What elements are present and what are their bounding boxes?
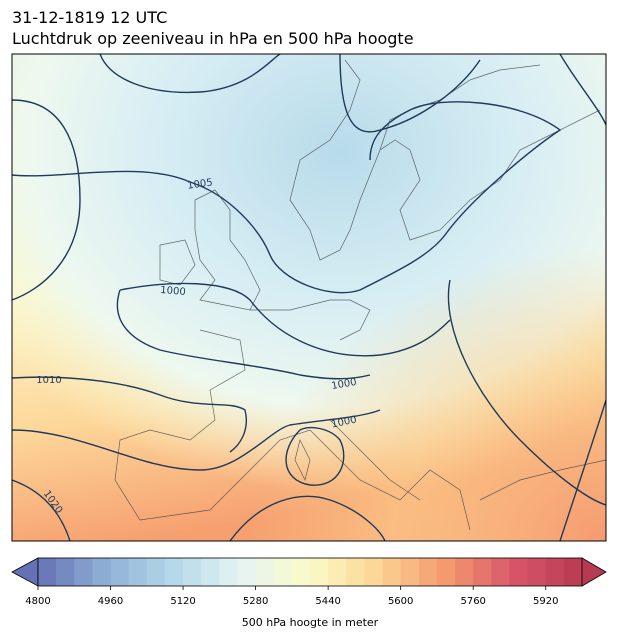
isobar-label: 1000 <box>331 414 358 430</box>
colorbar-band <box>436 558 456 586</box>
colorbar-band <box>310 558 329 586</box>
colorbar-band <box>473 558 492 586</box>
colorbar-band <box>382 558 402 586</box>
colorbar-band <box>38 558 57 586</box>
isobars <box>12 54 606 541</box>
colorbar-band <box>509 558 529 586</box>
colorbar-frame <box>37 557 583 587</box>
colorbar-tick-label: 4800 <box>25 596 50 607</box>
colorbar-band <box>128 558 148 586</box>
coastlines <box>114 59 606 531</box>
colorbar-band <box>400 558 420 586</box>
map-title: Luchtdruk op zeeniveau in hPa en 500 hPa… <box>12 29 414 48</box>
colorbar-band <box>328 558 347 586</box>
colorbar-band <box>545 558 565 586</box>
colorbar-band <box>110 558 130 586</box>
colorbar-band <box>92 558 112 586</box>
map-area <box>12 54 606 541</box>
map-frame <box>11 53 607 542</box>
colorbar-band <box>56 558 75 586</box>
colorbar-band <box>146 558 166 586</box>
colorbar-tick-label: 5760 <box>460 596 485 607</box>
colorbar-band <box>563 558 583 586</box>
colorbar-tick-label: 5920 <box>533 596 558 607</box>
colorbar-band <box>418 558 438 586</box>
colorbar-extend-low <box>11 557 39 587</box>
colorbar-band <box>237 558 257 586</box>
colorbar-band <box>201 558 220 586</box>
colorbar-label: 500 hPa hoogte in meter <box>242 616 379 629</box>
colorbar-band <box>527 558 547 586</box>
map-date: 31-12-1819 12 UTC <box>12 8 168 27</box>
colorbar-band <box>346 558 365 586</box>
isobar-label: 1000 <box>160 285 186 298</box>
colorbar-band <box>164 558 184 586</box>
colorbar-band <box>491 558 510 586</box>
colorbar-band <box>255 558 275 586</box>
colorbar-band <box>74 558 93 586</box>
colorbar-tick-label: 5280 <box>243 596 268 607</box>
colorbar-band <box>273 558 293 586</box>
colorbar-extend-high <box>581 557 607 587</box>
colorbar-band <box>219 558 238 586</box>
colorbar-tick-label: 5600 <box>388 596 413 607</box>
isobar-label: 1010 <box>36 375 61 386</box>
colorbar-band <box>291 558 311 586</box>
colorbar-band <box>455 558 474 586</box>
isobar-label: 1000 <box>331 377 358 392</box>
colorbar: 4800 4960 5120 5280 5440 5600 5760 5920 500 hPa … <box>11 557 607 629</box>
colorbar-band <box>364 558 384 586</box>
colorbar-tick-label: 5120 <box>170 596 195 607</box>
colorbar-tick-label: 4960 <box>98 596 123 607</box>
height-field-high <box>12 54 606 541</box>
colorbar-tick-label: 5440 <box>315 596 340 607</box>
colorbar-band <box>183 558 202 586</box>
isobar-label: 1005 <box>187 177 214 191</box>
